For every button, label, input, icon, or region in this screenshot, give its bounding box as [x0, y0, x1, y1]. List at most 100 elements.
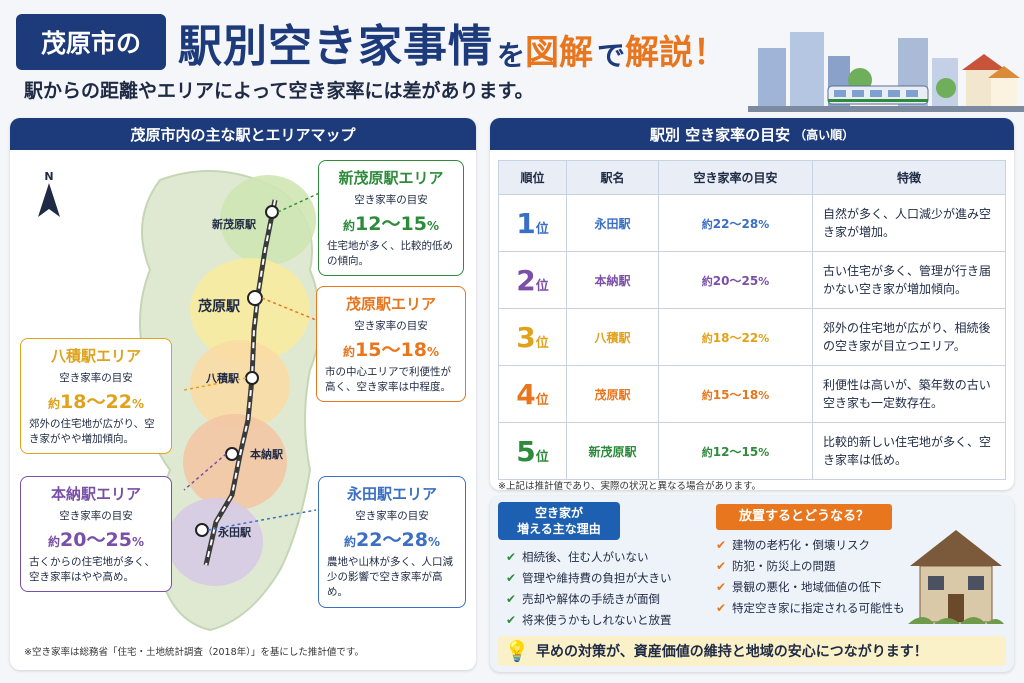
check-icon: ✔: [716, 537, 727, 552]
bottom-message-bar: 💡 早めの対策が、資産価値の維持と地域の安心につながります！: [498, 636, 1006, 666]
station-name-cell: 永田駅: [566, 194, 659, 252]
header: 茂原市の 駅別空き家事情 を 図解 で 解説！ 駅からの距離やエリアによって空き…: [0, 0, 1024, 112]
title-kaisetsu: 解説！: [625, 33, 728, 73]
callout-shin-mobara: 新茂原駅エリア 空き家率の目安 約12〜15% 住宅地が多く、比較的低めの傾向。: [318, 160, 464, 277]
callout-sub: 空き家率の目安: [354, 194, 428, 206]
list-item-text: 将来使うかもしれないと放置: [522, 612, 672, 627]
zone-honno: [183, 414, 287, 510]
callout-mobara: 茂原駅エリア 空き家率の目安 約15〜18% 市の中心エリアで利便性が高く、空き…: [316, 286, 466, 403]
callout-desc: 農地や山林が多く、人口減少の影響で空き家率が高め。: [327, 556, 453, 599]
station-marker-shin-mobara: [265, 205, 279, 219]
list-item: ✔ 相続後、住む人がいない: [506, 546, 672, 567]
station-marker-nagata: [195, 523, 209, 537]
callout-title: 本納駅エリア: [50, 485, 141, 503]
list-item-text: 売却や解体の手続きが面倒: [522, 591, 660, 606]
north-indicator: N: [34, 170, 64, 222]
callout-title: 八積駅エリア: [50, 347, 141, 365]
list-item-text: 相続後、住む人がいない: [522, 549, 649, 564]
callout-rate: 約22〜28%: [344, 529, 440, 551]
callout-sub: 空き家率の目安: [354, 320, 428, 332]
map-panel-title: 茂原市内の主な駅とエリアマップ: [10, 118, 476, 150]
rank-cell: 2位: [498, 251, 567, 309]
rank-title-text: 駅別 空き家率の目安: [649, 125, 791, 144]
title-zukai: 図解: [525, 33, 594, 73]
check-icon: ✔: [506, 612, 517, 627]
check-icon: ✔: [506, 570, 517, 585]
callout-title: 茂原駅エリア: [345, 295, 436, 313]
rank-cell: 5位: [498, 422, 567, 480]
rank-panel-title: 駅別 空き家率の目安 （高い順）: [490, 118, 1014, 150]
station-name-cell: 本納駅: [566, 251, 659, 309]
risks-list: ✔ 建物の老朽化・倒壊リスク ✔ 防犯・防災上の問題 ✔ 景観の悪化・地域価値の低下 ✔ 特定…: [716, 534, 905, 618]
title-particle-de: で: [597, 39, 626, 72]
zone-nagata: [167, 498, 263, 586]
old-house-illustration: [908, 530, 1004, 624]
rate-cell: 約22〜28%: [658, 194, 813, 252]
list-item: ✔ 建物の老朽化・倒壊リスク: [716, 534, 905, 555]
callout-rate: 約15〜18%: [343, 339, 439, 361]
rank-cell: 3位: [498, 308, 567, 366]
callout-rate: 約20〜25%: [48, 529, 144, 551]
main-title: 駅別空き家事情 を 図解 で 解説！: [178, 8, 727, 74]
col-header-rate: 空き家率の目安: [658, 160, 813, 195]
station-label-yatsumi: 八積駅: [206, 372, 239, 385]
col-header-station: 駅名: [566, 160, 659, 195]
col-header-rank: 順位: [498, 160, 567, 195]
station-name-cell: 八積駅: [566, 308, 659, 366]
station-label-mobara: 茂原駅: [198, 299, 240, 315]
subtitle: 駅からの距離やエリアによって空き家率には差があります。: [24, 80, 534, 102]
rank-cell: 1位: [498, 194, 567, 252]
feature-cell: 自然が多く、人口減少が進み空き家が増加。: [812, 194, 1006, 252]
map-note: ※空き家率は総務省「住宅・土地統計調査（2018年）」を基にした推計値です。: [24, 647, 364, 658]
callout-desc: 古くからの住宅地が多く、空き家率はやや高め。: [29, 556, 155, 584]
callout-honno: 本納駅エリア 空き家率の目安 約20〜25% 古くからの住宅地が多く、空き家率は…: [20, 476, 172, 593]
lightbulb-icon: 💡: [504, 639, 530, 663]
north-label: N: [44, 170, 54, 183]
check-icon: ✔: [716, 579, 727, 594]
rank-table-header: 順位 駅名 空き家率の目安 特徴: [498, 160, 1006, 195]
reasons-list: ✔ 相続後、住む人がいない ✔ 管理や維持費の負担が大きい ✔ 売却や解体の手続きが面倒 ✔…: [506, 546, 672, 630]
callout-title: 永田駅エリア: [346, 485, 437, 503]
rate-cell: 約20〜25%: [658, 251, 813, 309]
list-item-text: 特定空き家に指定される可能性も: [732, 600, 905, 615]
reasons-title: 空き家が 増える主な理由: [498, 502, 620, 540]
callout-sub: 空き家率の目安: [355, 510, 429, 522]
rate-cell: 約18〜22%: [658, 308, 813, 366]
rate-cell: 約12〜15%: [658, 422, 813, 480]
rank-panel: 駅別 空き家率の目安 （高い順） 順位 駅名 空き家率の目安 特徴 1位 永田駅約…: [490, 118, 1014, 490]
list-item: ✔ 管理や維持費の負担が大きい: [506, 567, 672, 588]
list-item-text: 管理や維持費の負担が大きい: [522, 570, 672, 585]
callout-yatsumi: 八積駅エリア 空き家率の目安 約18〜22% 郊外の住宅地が広がり、空き家がやや…: [20, 338, 172, 455]
compass-arrow-icon: [38, 183, 60, 217]
table-row: 3位 八積駅 約18〜22% 郊外の住宅地が広がり、相続後の空き家が目立つエリア。: [498, 308, 1006, 366]
rate-cell: 約15〜18%: [658, 365, 813, 423]
table-row: 5位 新茂原駅 約12〜15% 比較的新しい住宅地が多く、空き家率は低め。: [498, 422, 1006, 480]
callout-nagata: 永田駅エリア 空き家率の目安 約22〜28% 農地や山林が多く、人口減少の影響で…: [318, 476, 466, 608]
list-item: ✔ 防犯・防災上の問題: [716, 555, 905, 576]
feature-cell: 古い住宅が多く、管理が行き届かない空き家が増加傾向。: [812, 251, 1006, 309]
callout-rate: 約18〜22%: [48, 391, 144, 413]
risks-title: 放置するとどうなる？: [716, 504, 892, 530]
check-icon: ✔: [506, 549, 517, 564]
check-icon: ✔: [716, 558, 727, 573]
reasons-risks-panel: 空き家が 増える主な理由 ✔ 相続後、住む人がいない ✔ 管理や維持費の負担が大きい ✔…: [490, 496, 1014, 672]
cityscape-illustration: [748, 32, 1024, 112]
station-label-honno: 本納駅: [250, 448, 283, 461]
bottom-message: 早めの対策が、資産価値の維持と地域の安心につながります！: [536, 644, 928, 660]
zone-yatsumi: [190, 340, 290, 430]
callout-desc: 郊外の住宅地が広がり、空き家がやや増加傾向。: [29, 418, 155, 446]
list-item: ✔ 特定空き家に指定される可能性も: [716, 597, 905, 618]
feature-cell: 郊外の住宅地が広がり、相続後の空き家が目立つエリア。: [812, 308, 1006, 366]
station-label-shin-mobara: 新茂原駅: [212, 218, 256, 231]
list-item-text: 景観の悪化・地域価値の低下: [732, 579, 882, 594]
list-item: ✔ 将来使うかもしれないと放置: [506, 609, 672, 630]
title-main: 駅別空き家事情: [178, 21, 493, 72]
zone-shin-mobara: [220, 175, 316, 265]
list-item-text: 建物の老朽化・倒壊リスク: [732, 537, 870, 552]
table-row: 4位 茂原駅 約15〜18% 利便性は高いが、築年数の古い空き家も一定数存在。: [498, 365, 1006, 423]
map-panel: 茂原市内の主な駅とエリアマップ N 新茂原駅 茂原駅 八積駅 本納駅 永田駅 新…: [10, 118, 476, 670]
station-name-cell: 新茂原駅: [566, 422, 659, 480]
rank-table: 順位 駅名 空き家率の目安 特徴 1位 永田駅 約22〜28% 自然が多く、人口減少が…: [498, 160, 1006, 480]
zone-mobara: [190, 258, 310, 362]
callout-desc: 住宅地が多く、比較的低めの傾向。: [327, 240, 453, 268]
